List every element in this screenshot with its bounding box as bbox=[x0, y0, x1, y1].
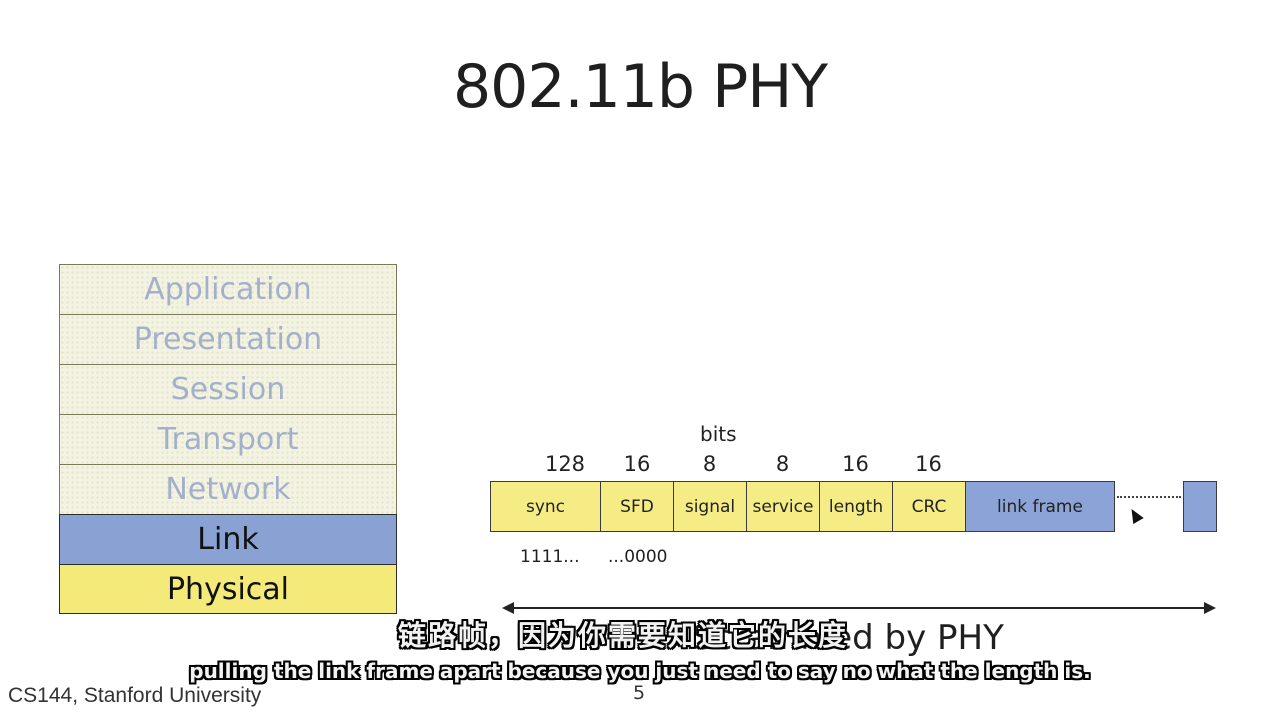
field-sync: sync bbox=[490, 481, 600, 532]
field-length: length bbox=[819, 481, 892, 532]
subtitle-english: pulling the link frame apart because you… bbox=[189, 659, 1091, 683]
bits-count-service: 8 bbox=[775, 452, 790, 476]
layer-application: Application bbox=[59, 264, 397, 314]
page-number: 5 bbox=[633, 682, 646, 704]
sfd-pattern: ...0000 bbox=[608, 547, 668, 567]
bits-count-crc: 16 bbox=[915, 452, 942, 476]
scramble-span-arrow bbox=[502, 602, 1216, 614]
bits-count-signal: 8 bbox=[702, 452, 717, 476]
field-sfd: SFD bbox=[600, 481, 673, 532]
subtitle-chinese: 链路帧，因为你需要知道它的长度 bbox=[397, 619, 848, 652]
bits-count-sfd: 16 bbox=[623, 452, 651, 476]
layer-network: Network bbox=[59, 464, 397, 514]
field-crc: CRC bbox=[892, 481, 965, 532]
continuation-dots bbox=[1117, 496, 1181, 498]
scrambled-label: Scrambled by PHY bbox=[692, 618, 1004, 658]
field-signal: signal bbox=[673, 481, 746, 532]
layer-transport: Transport bbox=[59, 414, 397, 464]
bits-count-sync: 128 bbox=[544, 452, 586, 476]
mouse-cursor-icon bbox=[1126, 505, 1144, 525]
footer-course: CS144, Stanford University bbox=[8, 684, 262, 707]
layer-physical: Physical bbox=[59, 564, 397, 614]
field-service: service bbox=[746, 481, 819, 532]
layer-session: Session bbox=[59, 364, 397, 414]
sync-pattern: 1111... bbox=[520, 547, 580, 567]
bits-label: bits bbox=[700, 422, 737, 446]
field-link-frame: link frame bbox=[965, 481, 1115, 532]
phy-frame: sync SFD signal service length CRC link … bbox=[490, 481, 1115, 532]
slide-title: 802.11b PHY bbox=[452, 52, 828, 122]
layer-presentation: Presentation bbox=[59, 314, 397, 364]
frame-tail-box bbox=[1183, 481, 1217, 532]
osi-layer-stack: Application Presentation Session Transpo… bbox=[59, 264, 397, 614]
layer-link: Link bbox=[59, 514, 397, 564]
bits-count-length: 16 bbox=[842, 452, 869, 476]
